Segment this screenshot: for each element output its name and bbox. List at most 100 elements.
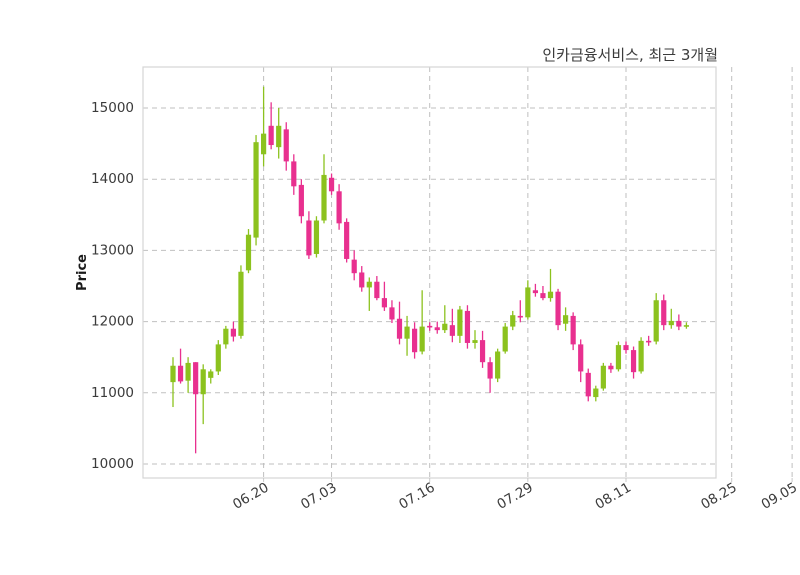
candle: [253, 135, 259, 246]
candle-body: [600, 365, 606, 389]
x-tick-label: 07.16: [396, 480, 437, 513]
candle-series: [170, 86, 689, 454]
candle: [404, 315, 410, 356]
candle-body: [283, 129, 289, 162]
candle: [427, 322, 433, 331]
candle: [276, 108, 282, 159]
candle: [193, 362, 199, 454]
candle: [600, 362, 606, 391]
candle: [321, 154, 327, 224]
candle-body: [479, 340, 486, 363]
candle: [298, 179, 304, 224]
candle: [676, 314, 682, 331]
candle-body: [404, 326, 410, 339]
candle-body: [555, 291, 561, 326]
candle: [306, 211, 312, 259]
candle-body: [170, 365, 176, 383]
candle-body: [328, 177, 335, 192]
candle: [502, 323, 508, 354]
x-tick-label: 08.25: [698, 480, 739, 513]
candle: [510, 310, 516, 331]
candle: [170, 357, 176, 408]
candle: [185, 357, 191, 393]
candle: [261, 86, 267, 167]
candle: [479, 330, 486, 368]
x-tick-label: 06.20: [230, 480, 271, 513]
candle: [547, 268, 554, 302]
candle: [578, 339, 584, 383]
candle: [630, 346, 637, 379]
candle: [653, 293, 659, 345]
candle: [585, 368, 591, 402]
candle: [668, 308, 674, 329]
candle-body: [593, 388, 599, 398]
candle: [615, 341, 622, 372]
candle-body: [321, 174, 327, 221]
candle-body: [623, 345, 629, 351]
candle: [291, 154, 297, 195]
x-tick-label: 07.03: [298, 480, 339, 513]
candle: [200, 364, 206, 425]
candle: [268, 102, 274, 150]
candle: [449, 308, 455, 343]
candle-body: [547, 291, 554, 299]
candle-body: [253, 142, 259, 238]
x-axis: 06.20 07.03 07.16 07.29 08.11 08.25 09.05: [230, 478, 800, 513]
y-axis-title: Price: [75, 254, 90, 291]
candle: [487, 357, 493, 393]
candle: [328, 173, 335, 195]
candle: [442, 305, 448, 333]
x-tick-label: 09.05: [759, 480, 800, 513]
candle-body: [615, 345, 622, 370]
candle: [366, 277, 372, 311]
candle-body: [502, 326, 508, 352]
candle: [344, 218, 350, 263]
candle: [495, 348, 501, 383]
candle-body: [578, 344, 584, 372]
candle: [517, 300, 523, 323]
candle-body: [223, 328, 229, 345]
candle: [464, 305, 471, 349]
candle-body: [245, 234, 252, 271]
candle: [283, 122, 289, 171]
candle-body: [517, 315, 523, 318]
candle-body: [276, 125, 282, 148]
candle-body: [200, 369, 206, 395]
candle: [177, 348, 184, 384]
candle: [434, 321, 440, 334]
candle-body: [419, 326, 425, 352]
candle-body: [661, 300, 667, 326]
candle: [223, 325, 229, 349]
candle-body: [351, 259, 357, 274]
candle-body: [434, 327, 440, 331]
candle-body: [668, 320, 674, 326]
candle: [525, 280, 531, 320]
candle-body: [495, 351, 501, 379]
candle: [313, 216, 320, 258]
candle-body: [389, 307, 395, 320]
candle: [683, 322, 689, 329]
candle-body: [646, 340, 652, 343]
y-tick-label: 14000: [91, 171, 134, 187]
candle: [245, 229, 252, 274]
x-tick-label: 07.29: [494, 480, 535, 513]
candle-body: [563, 315, 569, 324]
candle: [540, 286, 546, 301]
candle-body: [291, 161, 297, 187]
candle-body: [344, 221, 350, 259]
grid-lines: [143, 67, 793, 478]
candle-body: [412, 328, 418, 353]
candle: [563, 307, 569, 331]
candle: [638, 337, 644, 374]
candle: [215, 340, 221, 375]
candle-body: [268, 125, 274, 146]
candle-body: [230, 328, 236, 337]
candle: [555, 288, 561, 331]
candle-body: [464, 310, 471, 343]
candle-body: [208, 371, 214, 378]
y-tick-label: 10000: [91, 456, 134, 472]
candle: [336, 184, 342, 230]
y-axis: 10000 11000 12000 13000 14000 15000 Price: [75, 100, 134, 472]
candle: [374, 276, 380, 301]
